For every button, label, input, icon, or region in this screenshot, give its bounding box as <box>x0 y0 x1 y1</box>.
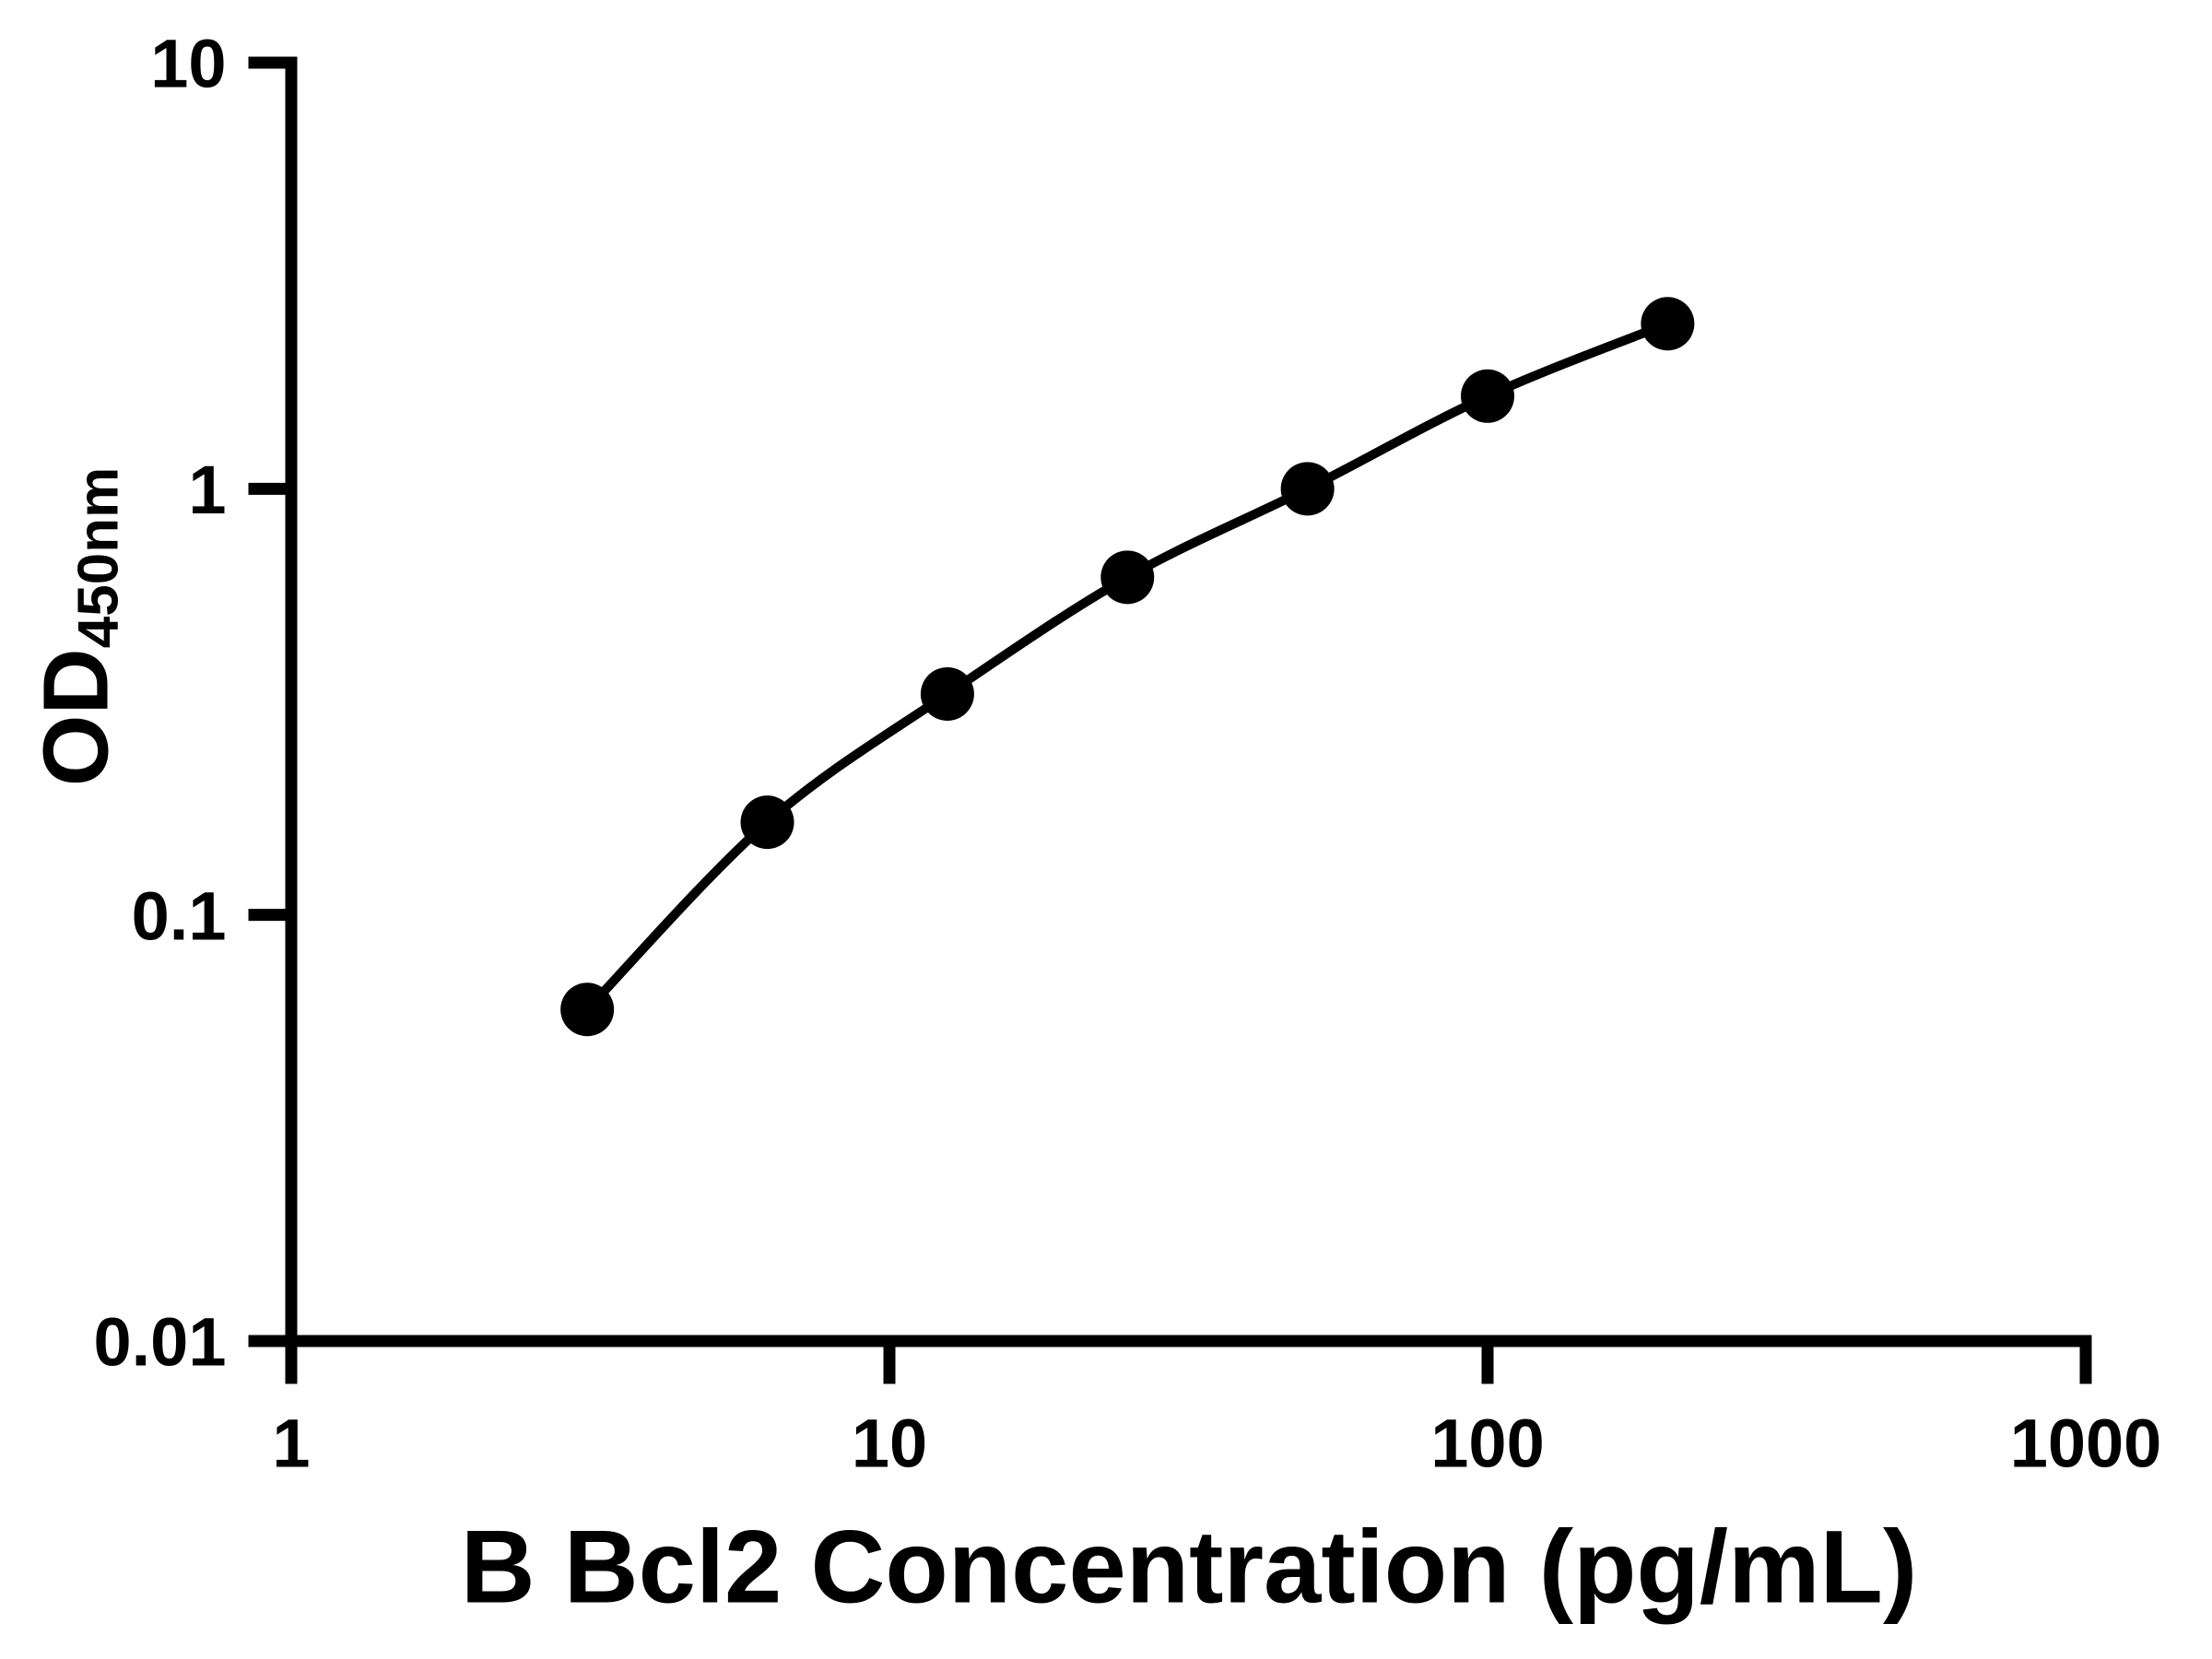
data-point <box>1100 550 1155 605</box>
x-tick-label: 1 <box>272 1406 310 1482</box>
data-point <box>1641 297 1695 351</box>
y-tick-label: 0.1 <box>132 877 227 954</box>
data-point <box>560 982 615 1037</box>
data-point <box>920 666 974 721</box>
x-tick-label: 100 <box>1430 1406 1544 1482</box>
data-point <box>740 795 794 850</box>
y-axis-title-main: OD <box>24 648 128 787</box>
y-tick-label: 10 <box>150 26 226 102</box>
x-axis-title: B Bcl2 Concentration (pg/mL) <box>460 1509 1918 1625</box>
data-point <box>1461 369 1514 423</box>
data-point <box>1280 462 1335 516</box>
y-axis-title: OD450nm <box>23 467 131 786</box>
y-tick-label: 1 <box>188 452 226 528</box>
y-axis-title-subscript: 450nm <box>66 466 131 649</box>
standard-curve-line <box>582 319 1673 1015</box>
x-tick-label: 1000 <box>2010 1406 2162 1482</box>
y-tick-label: 0.01 <box>93 1304 226 1381</box>
x-tick-label: 10 <box>852 1406 927 1482</box>
